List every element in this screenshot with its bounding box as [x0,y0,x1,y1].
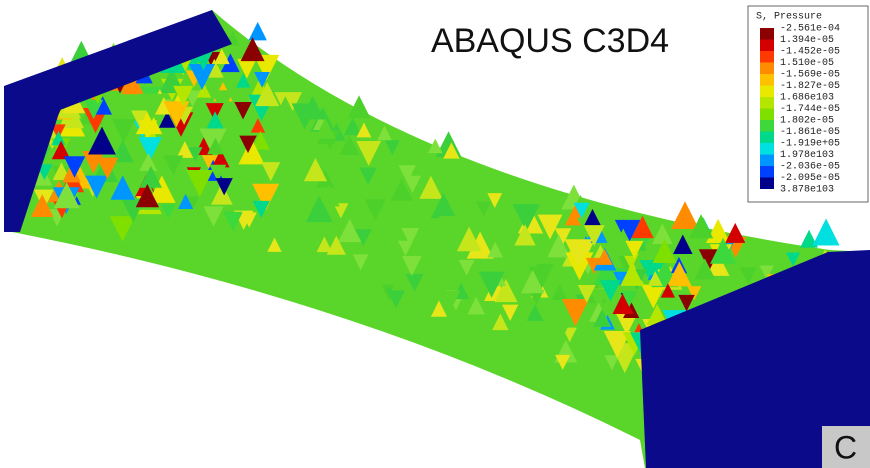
legend-label: 1.802e-05 [780,116,834,127]
element [813,219,840,246]
legend-label: 1.510e-05 [780,58,834,69]
legend-swatch [760,132,774,144]
legend-label: -1.919e+05 [780,139,840,150]
legend-swatch [760,63,774,75]
legend-swatch [760,109,774,121]
legend-label: -2.095e-05 [780,173,840,184]
legend-label: 1.686e103 [780,93,834,104]
legend-label: -1.744e-05 [780,104,840,115]
legend-label: -1.452e-05 [780,47,840,58]
legend-swatch [760,28,774,40]
element [248,22,266,40]
legend-label: -2.561e-04 [780,24,840,35]
legend-swatch [760,97,774,109]
legend-swatch [760,178,774,190]
legend-label: -1.861e-05 [780,127,840,138]
legend-swatch [760,86,774,98]
viewport: ABAQUS C3D4 S, Pressure-2.561e-041.394e-… [0,0,870,468]
legend-swatch [760,143,774,155]
legend-swatch [760,155,774,167]
legend-label: -1.569e-05 [780,70,840,81]
corner-label: C [834,429,857,465]
legend-label: 3.878e103 [780,185,834,196]
element [671,201,699,229]
legend-label: 1.978e103 [780,150,834,161]
legend-swatch [760,51,774,63]
legend-label: -2.036e-05 [780,162,840,173]
legend: S, Pressure-2.561e-041.394e-05-1.452e-05… [756,12,840,196]
legend-label: -1.827e-05 [780,81,840,92]
legend-swatch [760,166,774,178]
legend-title: S, Pressure [756,12,822,23]
legend-swatch [760,74,774,86]
legend-swatch [760,40,774,52]
legend-swatch [760,120,774,132]
legend-label: 1.394e-05 [780,35,834,46]
title: ABAQUS C3D4 [431,22,669,60]
